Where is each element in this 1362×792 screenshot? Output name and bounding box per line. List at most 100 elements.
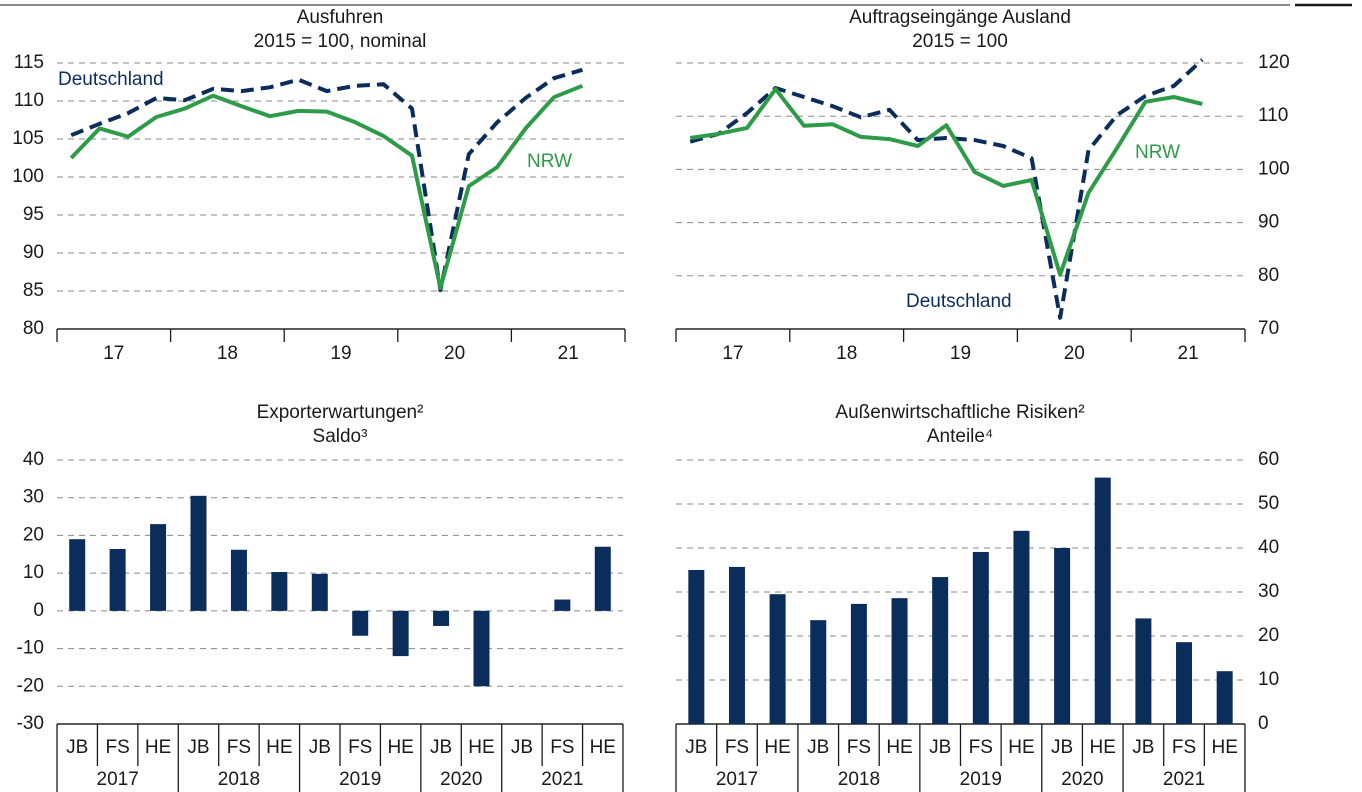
x-tick-label: JB [1051, 737, 1073, 758]
y-tick-label: 20 [23, 524, 44, 545]
bar [69, 539, 86, 611]
x-tick-label: JB [511, 737, 533, 758]
bar [1216, 671, 1233, 724]
bar [728, 566, 745, 724]
chart-title: Exporterwartungen² [257, 402, 424, 423]
bar [109, 549, 126, 611]
x-tick-label: JB [309, 737, 331, 758]
bar [473, 610, 490, 687]
y-tick-label: -30 [17, 713, 44, 734]
y-tick-label: 110 [14, 90, 44, 111]
y-tick-label: 100 [1258, 158, 1290, 179]
x-tick-label: FS [348, 737, 372, 758]
x-tick-label: JB [685, 737, 707, 758]
bar [433, 610, 450, 626]
x-group-label: 2019 [960, 769, 1002, 790]
y-tick-label: 10 [23, 562, 44, 583]
x-tick-label: FS [550, 737, 574, 758]
x-group-label: 2017 [716, 769, 758, 790]
y-tick-label: 20 [1258, 625, 1279, 646]
bar [1176, 642, 1193, 724]
bar [688, 570, 705, 724]
x-tick-label: HE [1211, 737, 1237, 758]
x-group-label: 20 [444, 343, 465, 364]
y-tick-label: 70 [1258, 318, 1279, 339]
x-tick-label: JB [66, 737, 88, 758]
x-tick-label: HE [266, 737, 292, 758]
y-tick-label: 90 [23, 242, 44, 263]
x-group-label: 18 [836, 343, 857, 364]
y-tick-label: 105 [12, 128, 44, 149]
x-group-label: 20 [1064, 343, 1085, 364]
x-tick-label: JB [187, 737, 209, 758]
x-tick-label: HE [145, 737, 171, 758]
series-label: Deutschland [58, 69, 164, 90]
y-tick-label: 80 [23, 318, 44, 339]
bar [850, 603, 867, 724]
chart-subtitle: 2015 = 100, nominal [254, 31, 427, 52]
x-tick-label: FS [969, 737, 993, 758]
x-group-label: 19 [950, 343, 971, 364]
y-tick-label: 30 [1258, 581, 1279, 602]
bar [150, 524, 167, 611]
bar [769, 594, 786, 724]
x-tick-label: JB [430, 737, 452, 758]
bar [891, 598, 908, 724]
x-tick-label: FS [1172, 737, 1196, 758]
x-tick-label: HE [387, 737, 413, 758]
chart-title: Ausfuhren [297, 7, 384, 28]
x-group-label: 21 [1178, 343, 1199, 364]
x-tick-label: HE [590, 737, 616, 758]
y-tick-label: -20 [17, 675, 44, 696]
x-tick-label: JB [1132, 737, 1154, 758]
x-tick-label: JB [929, 737, 951, 758]
x-tick-label: HE [764, 737, 790, 758]
y-tick-label: 110 [1258, 105, 1288, 126]
bar [1054, 548, 1071, 724]
y-tick-label: 0 [33, 600, 44, 621]
bar [392, 610, 409, 657]
y-tick-label: 30 [23, 487, 44, 508]
y-tick-label: 0 [1258, 713, 1269, 734]
chart-title: Auftragseingänge Ausland [849, 7, 1071, 28]
x-tick-label: HE [886, 737, 912, 758]
bar [1135, 618, 1152, 724]
x-group-label: 2020 [440, 769, 482, 790]
bar [230, 549, 247, 611]
y-tick-label: 85 [23, 280, 44, 301]
y-tick-label: 90 [1258, 212, 1279, 233]
bar [311, 573, 328, 611]
y-tick-label: 95 [23, 204, 44, 225]
x-tick-label: FS [227, 737, 251, 758]
series-label: NRW [527, 151, 572, 172]
x-group-label: 2018 [218, 769, 260, 790]
x-tick-label: FS [106, 737, 130, 758]
bar [1094, 477, 1111, 724]
y-tick-label: 100 [12, 166, 44, 187]
x-tick-label: HE [468, 737, 494, 758]
series-label: Deutschland [906, 291, 1012, 312]
x-group-label: 17 [722, 343, 743, 364]
y-tick-label: 40 [1258, 537, 1279, 558]
y-tick-label: 120 [1258, 52, 1290, 73]
chart-subtitle: Anteile⁴ [927, 426, 993, 447]
y-tick-label: 115 [14, 52, 44, 73]
y-tick-label: 80 [1258, 265, 1279, 286]
x-tick-label: JB [807, 737, 829, 758]
y-tick-label: 10 [1258, 669, 1279, 690]
bar [810, 620, 827, 724]
y-tick-label: 60 [1258, 449, 1279, 470]
x-group-label: 21 [558, 343, 579, 364]
bar [1013, 530, 1030, 724]
x-group-label: 2021 [1163, 769, 1205, 790]
chart-title: Außenwirtschaftliche Risiken² [835, 402, 1084, 423]
y-tick-label: 40 [23, 449, 44, 470]
chart-subtitle: 2015 = 100 [912, 31, 1008, 52]
series-line [689, 87, 1203, 277]
x-group-label: 2021 [541, 769, 583, 790]
bar [271, 572, 288, 611]
x-tick-label: FS [725, 737, 749, 758]
y-tick-label: -10 [17, 638, 44, 659]
x-group-label: 2020 [1061, 769, 1103, 790]
